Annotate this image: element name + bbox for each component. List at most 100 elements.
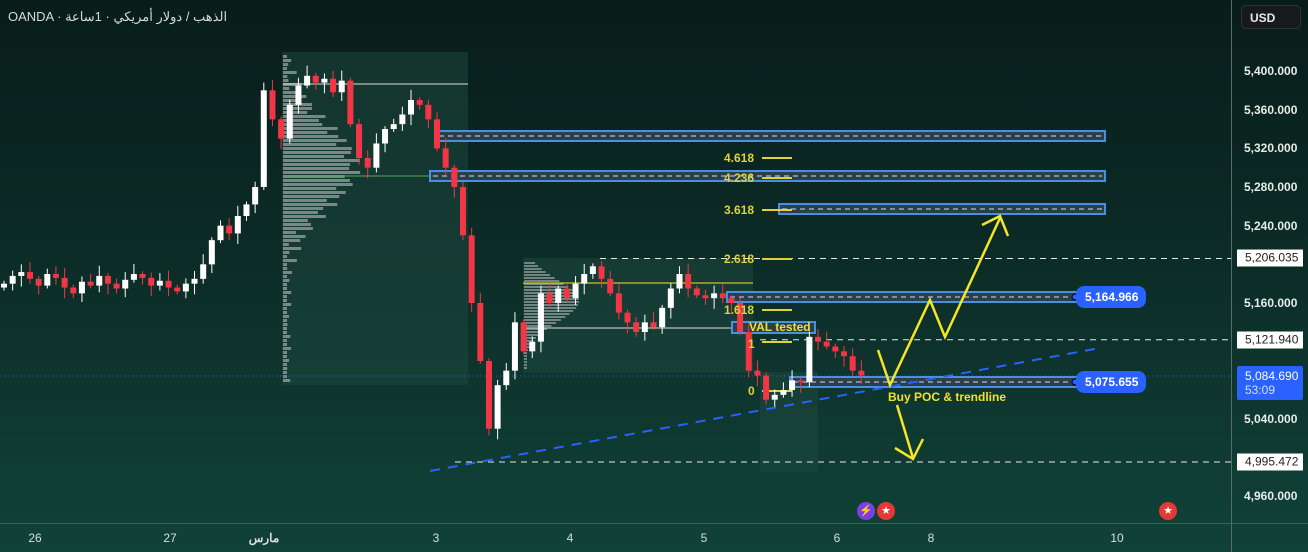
candle-body	[529, 341, 536, 352]
volume-profile-bar	[283, 143, 337, 146]
volume-profile-bar	[283, 119, 319, 122]
volume-profile-bar	[283, 147, 352, 150]
candle-body	[659, 307, 666, 328]
candle-body	[434, 119, 440, 149]
zone-price-tag[interactable]: 5,164.966	[1076, 286, 1146, 308]
us-flag-icon[interactable]: ★	[1159, 502, 1177, 520]
volume-profile-bar	[283, 207, 324, 210]
volume-profile-bar	[283, 219, 308, 222]
candle-body	[754, 370, 761, 376]
volume-profile-bar	[283, 223, 311, 226]
val-tested-label: VAL tested	[749, 320, 811, 334]
volume-profile-bar	[283, 263, 287, 266]
volume-profile-area	[760, 372, 818, 472]
candle-body	[87, 281, 94, 286]
candle-body	[641, 322, 648, 333]
candle-body	[96, 275, 103, 286]
arrowhead	[981, 214, 1010, 237]
candle-body	[442, 148, 449, 168]
volume-profile-bar	[283, 79, 289, 82]
volume-profile-bar	[283, 203, 338, 206]
volume-profile-bar	[283, 327, 287, 330]
candle-body	[364, 158, 371, 168]
candle-body	[598, 266, 605, 279]
volume-profile-bar	[524, 325, 552, 327]
volume-profile-bar	[524, 337, 537, 339]
volume-profile-area	[523, 258, 753, 373]
zone-price-tag[interactable]: 5,075.655	[1076, 371, 1146, 393]
volume-profile-bar	[283, 127, 338, 130]
candle-body	[78, 281, 85, 294]
volume-profile-bar	[283, 227, 313, 230]
volume-profile-bar	[283, 123, 323, 126]
volume-profile-bar	[283, 251, 290, 254]
volume-profile-bar	[524, 286, 569, 288]
fib-label: 4.618	[724, 151, 755, 165]
volume-profile-bar	[283, 331, 287, 334]
volume-profile-bar	[283, 211, 318, 214]
volume-profile-bar	[283, 239, 301, 242]
volume-profile-bar	[283, 155, 345, 158]
volume-profile-bar	[524, 268, 542, 270]
volume-profile-bar	[283, 91, 300, 94]
time-label: 6	[833, 531, 841, 545]
fib-label: 0	[748, 384, 755, 398]
time-label: 26	[28, 531, 42, 545]
volume-profile-bar	[283, 267, 288, 270]
candle-body	[18, 272, 25, 276]
fib-label: 2.618	[724, 252, 755, 266]
current-price: 5,084.690	[1245, 369, 1299, 383]
price-tag: 5,206.035	[1237, 249, 1303, 267]
symbol-title: OANDA · الذهب / دولار أمريكي · 1ساعة	[8, 9, 228, 24]
price-label: 5,400.000	[1244, 64, 1298, 78]
candle-body	[269, 90, 276, 120]
candle-body	[312, 75, 319, 83]
volume-profile-bar	[283, 295, 287, 298]
us-flag-icon[interactable]: ★	[877, 502, 895, 520]
candle-body	[234, 216, 241, 234]
candle-body	[122, 279, 129, 289]
price-axis-divider	[1231, 0, 1232, 552]
volume-profile-bar	[524, 364, 527, 366]
volume-profile-bar	[283, 231, 296, 234]
event-icon[interactable]: ⚡	[857, 502, 875, 520]
currency-button[interactable]: USD	[1241, 5, 1301, 29]
candle-body	[858, 370, 865, 376]
candle-body	[711, 293, 718, 299]
price-chart[interactable]	[0, 0, 1231, 523]
fib-label: 1.618	[724, 303, 755, 317]
trendline	[429, 347, 1101, 472]
candle-body	[373, 143, 380, 168]
candle-body	[763, 375, 770, 400]
candle-body	[252, 187, 259, 205]
candle-body	[667, 288, 674, 308]
candle-body	[44, 274, 51, 286]
volume-profile-bar	[283, 315, 290, 318]
price-label: 5,280.000	[1244, 180, 1298, 194]
volume-profile-bar	[283, 95, 307, 98]
candle-body	[511, 322, 518, 371]
volume-profile-bar	[283, 71, 297, 74]
price-label: 5,320.000	[1244, 141, 1298, 155]
volume-profile-bar	[283, 371, 287, 374]
candle-body	[321, 78, 328, 83]
volume-profile-bar	[524, 310, 574, 312]
time-label: 10	[1110, 531, 1124, 545]
candle-body	[572, 283, 579, 299]
candle-body	[520, 322, 527, 352]
candle-body	[745, 332, 752, 371]
candle-body	[356, 124, 363, 159]
volume-profile-bar	[283, 139, 347, 142]
volume-profile-bar	[283, 275, 287, 278]
volume-profile-bar	[283, 343, 287, 346]
volume-profile-bar	[524, 265, 539, 267]
candle-body	[347, 80, 354, 125]
volume-profile-bar	[283, 195, 340, 198]
time-label: مارس	[248, 531, 280, 545]
candle-body	[200, 264, 207, 279]
candle-body	[633, 322, 640, 333]
candle-body	[468, 235, 475, 304]
volume-profile-bar	[283, 107, 312, 110]
projection-arrow-down	[895, 404, 915, 459]
volume-profile-bar	[283, 115, 326, 118]
